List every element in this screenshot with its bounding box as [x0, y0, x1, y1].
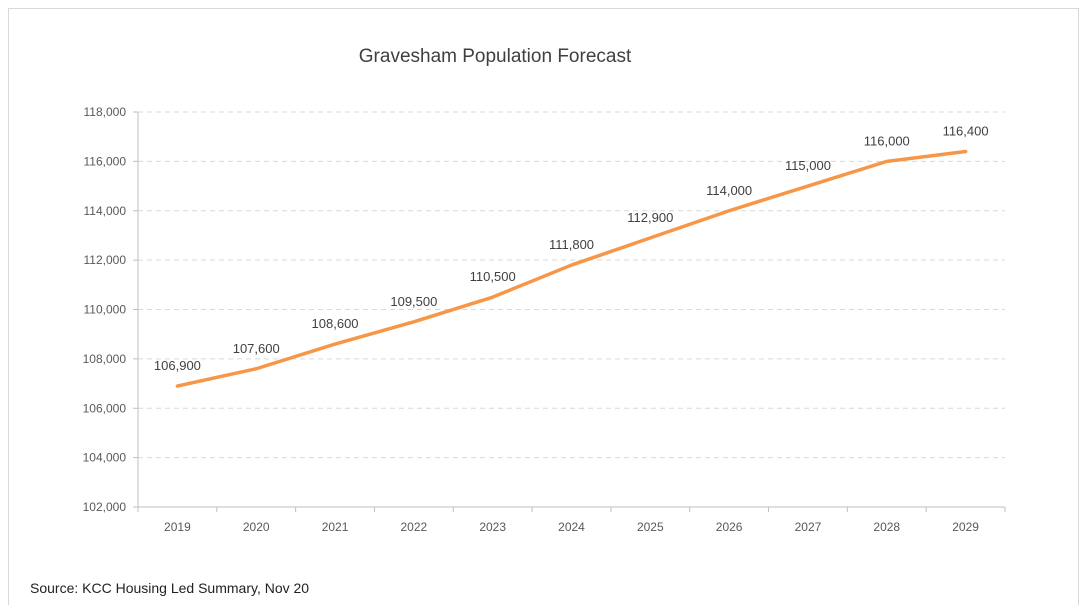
y-tick-label: 112,000: [84, 253, 127, 267]
y-tick-label: 116,000: [84, 154, 127, 168]
series-group: [175, 149, 968, 388]
x-tick-label: 2026: [716, 520, 743, 534]
y-tick-label: 102,000: [83, 500, 127, 514]
y-tick-label: 114,000: [84, 204, 127, 218]
x-tick-label: 2025: [637, 520, 664, 534]
x-tick-label: 2020: [243, 520, 270, 534]
data-label: 115,000: [785, 158, 831, 173]
data-label: 116,400: [943, 124, 989, 139]
chart-frame: [8, 8, 1079, 605]
series-line: [175, 149, 968, 388]
data-label: 108,600: [312, 316, 359, 331]
x-tick-label: 2028: [873, 520, 900, 534]
data-labels: 106,900 107,600 108,600 109,500 110,500 111,8…: [154, 124, 989, 374]
y-tick-label: 118,000: [84, 105, 127, 119]
chart-title: Gravesham Population Forecast: [359, 46, 632, 67]
data-label: 110,500: [470, 269, 516, 284]
data-label: 107,600: [233, 341, 280, 356]
data-label: 109,500: [390, 294, 437, 309]
data-label: 114,000: [706, 183, 752, 198]
x-tick-label: 2022: [401, 520, 428, 534]
x-tick-label: 2024: [558, 520, 585, 534]
axes: [133, 111, 1006, 512]
y-tick-label: 108,000: [83, 352, 127, 366]
x-tick-label: 2023: [479, 520, 506, 534]
x-axis-tick-labels: 2019 2020 2021 2022 2023 2024 2025 2026 2027 2028…: [164, 520, 979, 534]
x-tick-label: 2029: [952, 520, 979, 534]
y-tick-label: 104,000: [83, 451, 127, 465]
data-label: 116,000: [864, 133, 910, 148]
x-tick-label: 2019: [164, 520, 191, 534]
y-axis-tick-labels: 102,000 104,000 106,000 108,000 110,000 112,0…: [83, 105, 127, 514]
x-tick-label: 2021: [322, 520, 349, 534]
x-tick-label: 2027: [795, 520, 822, 534]
source-note: Source: KCC Housing Led Summary, Nov 20: [30, 580, 310, 596]
y-tick-label: 110,000: [84, 303, 127, 317]
y-tick-label: 106,000: [83, 401, 127, 415]
data-label: 106,900: [154, 358, 201, 373]
data-label: 112,900: [627, 210, 673, 225]
data-label: 111,800: [549, 237, 594, 252]
